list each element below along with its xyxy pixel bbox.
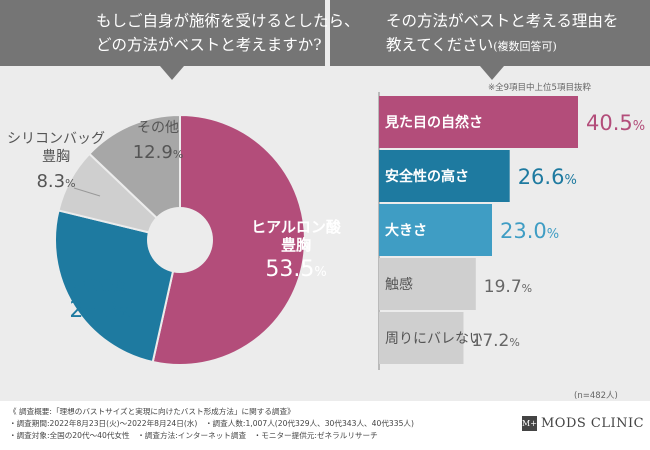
pie-slice-0 xyxy=(151,113,306,366)
pie-value-unit-0: % xyxy=(314,265,326,280)
pie-value-3: 12.9% xyxy=(133,142,184,163)
bar-value-unit-3: % xyxy=(522,282,532,295)
pie-center-hole xyxy=(147,207,213,273)
pie-value-unit-2: % xyxy=(65,177,75,190)
left-banner-pointer xyxy=(160,66,184,80)
right-question-title: その方法がベストと考える理由を 教えてください xyxy=(386,12,619,54)
pie-value-unit-1: % xyxy=(118,306,130,321)
mods-clinic-logo-text: MODS CLINIC xyxy=(541,416,645,431)
bar-label-0: 見た目の自然さ xyxy=(384,114,483,131)
pie-label-0-line-1: 豊胸 xyxy=(281,236,311,254)
bar-value-4: 17.2% xyxy=(472,331,520,351)
bar-chart-note: ※全9項目中上位5項目抜粋 xyxy=(488,83,591,93)
right-question-title-wrap: その方法がベストと考える理由を 教えてください(複数回答可) xyxy=(386,9,618,59)
bar-0 xyxy=(379,96,578,148)
bar-3 xyxy=(379,258,476,310)
bar-label-2: 大きさ xyxy=(385,222,427,239)
bar-value-3: 19.7% xyxy=(484,277,532,297)
bar-value-0: 40.5% xyxy=(586,111,645,135)
bar-label-3: 触感 xyxy=(385,276,413,293)
bar-value-2: 23.0% xyxy=(500,219,559,243)
right-banner-pointer xyxy=(480,66,504,80)
left-question-title: もしご自身が施術を受けるとしたら、 どの方法がベストと考えますか? xyxy=(96,12,360,54)
pie-label-2-line-0: シリコンバッグ xyxy=(7,131,105,147)
bar-value-1: 26.6% xyxy=(518,165,577,189)
chart-canvas: ヒアルロン酸豊胸53.5%脂肪豊胸25.3%シリコンバッグ豊胸8.3%その他12… xyxy=(7,92,645,370)
pie-value-0: 53.5% xyxy=(265,257,326,282)
silicone-leader-line xyxy=(73,187,101,197)
bar-value-unit-0: % xyxy=(633,119,645,134)
pie-label-2-line-1: 豊胸 xyxy=(42,149,70,165)
right-question-banner xyxy=(330,0,650,66)
bar-1 xyxy=(379,150,510,202)
pie-label-0-line-0: ヒアルロン酸 xyxy=(251,218,342,236)
bar-label-4: 周りにバレない xyxy=(385,331,483,347)
sample-size: (n=482人) xyxy=(574,391,618,401)
bar-value-unit-1: % xyxy=(564,173,576,188)
bar-label-1: 安全性の高さ xyxy=(385,168,469,185)
survey-footer: 《 調査概要:「理想のバストサイズと実現に向けたバスト形成方法」に関する調査》 … xyxy=(0,401,650,450)
bar-4 xyxy=(379,312,464,364)
pie-value-unit-3: % xyxy=(173,148,183,161)
bar-value-unit-2: % xyxy=(547,227,559,242)
bar-value-unit-4: % xyxy=(509,336,519,349)
pie-label-3-line-0: その他 xyxy=(137,120,179,136)
pie-slice-3 xyxy=(88,113,181,243)
bar-2 xyxy=(379,204,492,256)
pie-label-1-line-0: 脂肪豊胸 xyxy=(71,278,128,295)
right-question-note: (複数回答可) xyxy=(493,40,557,53)
survey-summary: 《 調査概要:「理想のバストサイズと実現に向けたバスト形成方法」に関する調査》 … xyxy=(9,407,414,440)
mods-clinic-logo-mark: M+ xyxy=(522,416,537,431)
left-question-banner xyxy=(0,0,325,66)
pie-value-2: 8.3% xyxy=(36,171,75,192)
